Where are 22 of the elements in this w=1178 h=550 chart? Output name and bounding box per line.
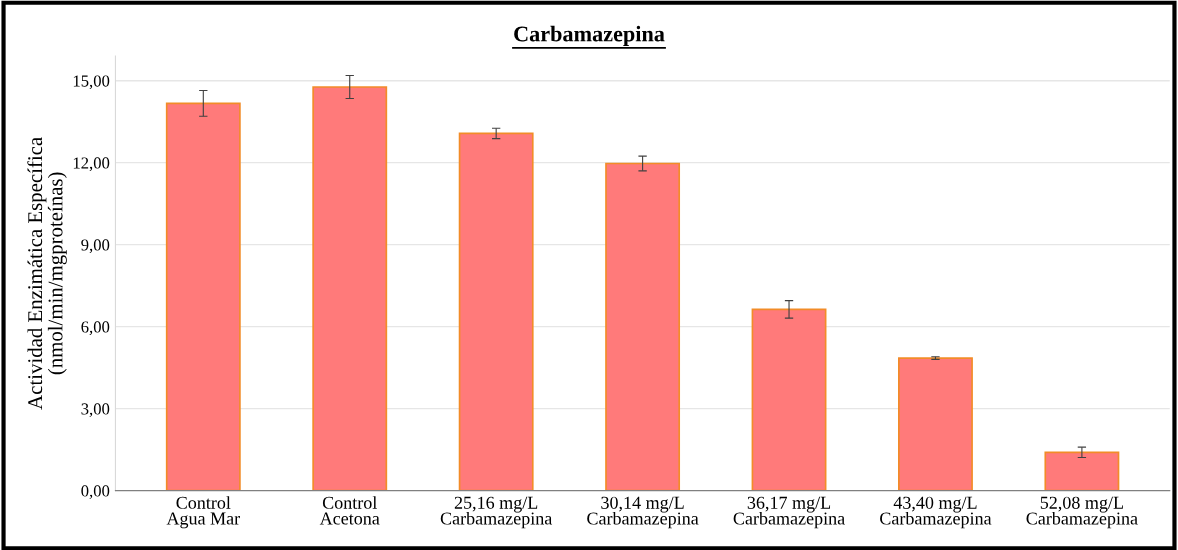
x-tick-label: 30,14 mg/L Carbamazepina xyxy=(587,496,699,529)
bar xyxy=(898,357,973,491)
x-tick-label: Control Agua Mar xyxy=(166,496,240,529)
y-axis-title: Actividad Enzimática Específica (nmol/min/mgproteínas) xyxy=(27,137,67,410)
y-tick-label: 3,00 xyxy=(81,403,110,417)
x-tick-label: 25,16 mg/L Carbamazepina xyxy=(440,496,553,529)
y-tick-label: 12,00 xyxy=(73,157,110,172)
x-tick-label: 52,08 mg/L Carbamazepina xyxy=(1026,496,1138,529)
bar xyxy=(165,102,241,491)
y-tick-label: 9,00 xyxy=(81,239,110,253)
y-tick-label: 15,00 xyxy=(73,75,110,90)
bar xyxy=(1044,451,1120,491)
bar xyxy=(605,162,681,491)
y-tick-label: 0,00 xyxy=(81,485,110,499)
bar xyxy=(458,132,534,491)
x-tick-label: 36,17 mg/L Carbamazepina xyxy=(733,496,845,529)
chart-title: Carbamazepina xyxy=(514,25,665,46)
y-tick-label: 6,00 xyxy=(81,321,110,335)
bar xyxy=(751,308,827,491)
x-tick-label: 43,40 mg/L Carbamazepina xyxy=(880,496,992,529)
x-tick-label: Control Acetona xyxy=(319,496,380,525)
bar xyxy=(312,86,388,491)
